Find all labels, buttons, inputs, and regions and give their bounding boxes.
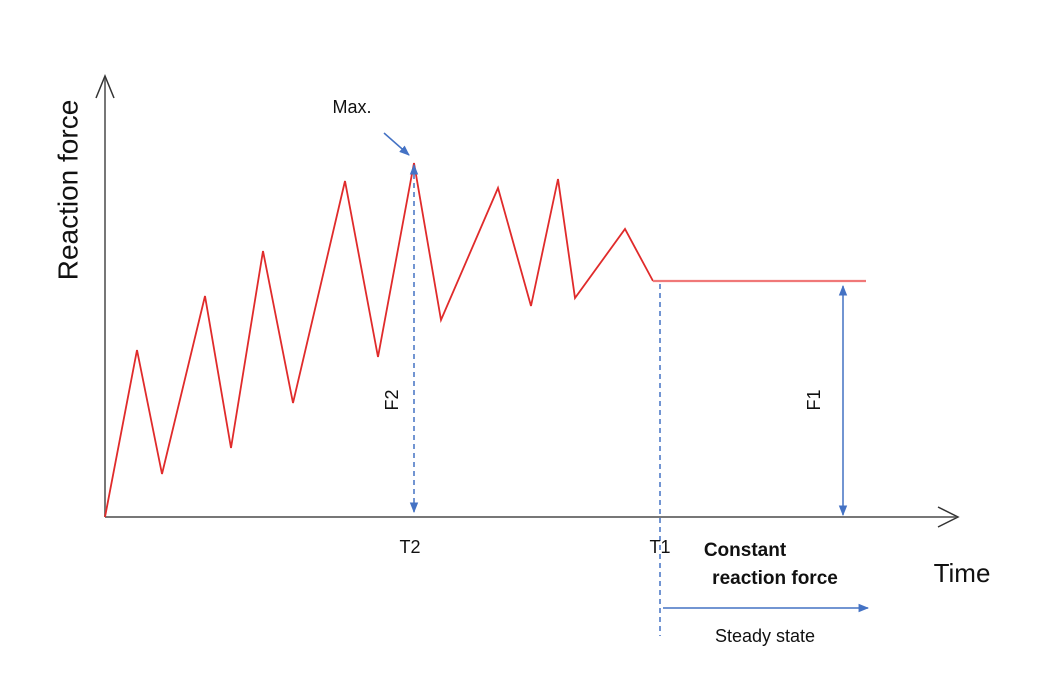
f1-label: F1 bbox=[804, 389, 824, 410]
constant-label: Constant bbox=[704, 540, 787, 561]
x-axis-label: Time bbox=[934, 558, 991, 588]
constant-label: reaction force bbox=[712, 568, 838, 589]
x-axis-arrow bbox=[937, 506, 960, 528]
y-axis-arrow bbox=[95, 74, 115, 99]
force-curve bbox=[104, 162, 654, 518]
y-axis-label: Reaction force bbox=[52, 100, 83, 281]
f2-label: F2 bbox=[382, 389, 402, 410]
max-label: Max. bbox=[332, 97, 371, 117]
t2-label: T2 bbox=[399, 537, 420, 557]
max-arrow bbox=[383, 132, 410, 156]
steady-label: Steady state bbox=[715, 626, 815, 646]
t1-label: T1 bbox=[649, 537, 670, 557]
